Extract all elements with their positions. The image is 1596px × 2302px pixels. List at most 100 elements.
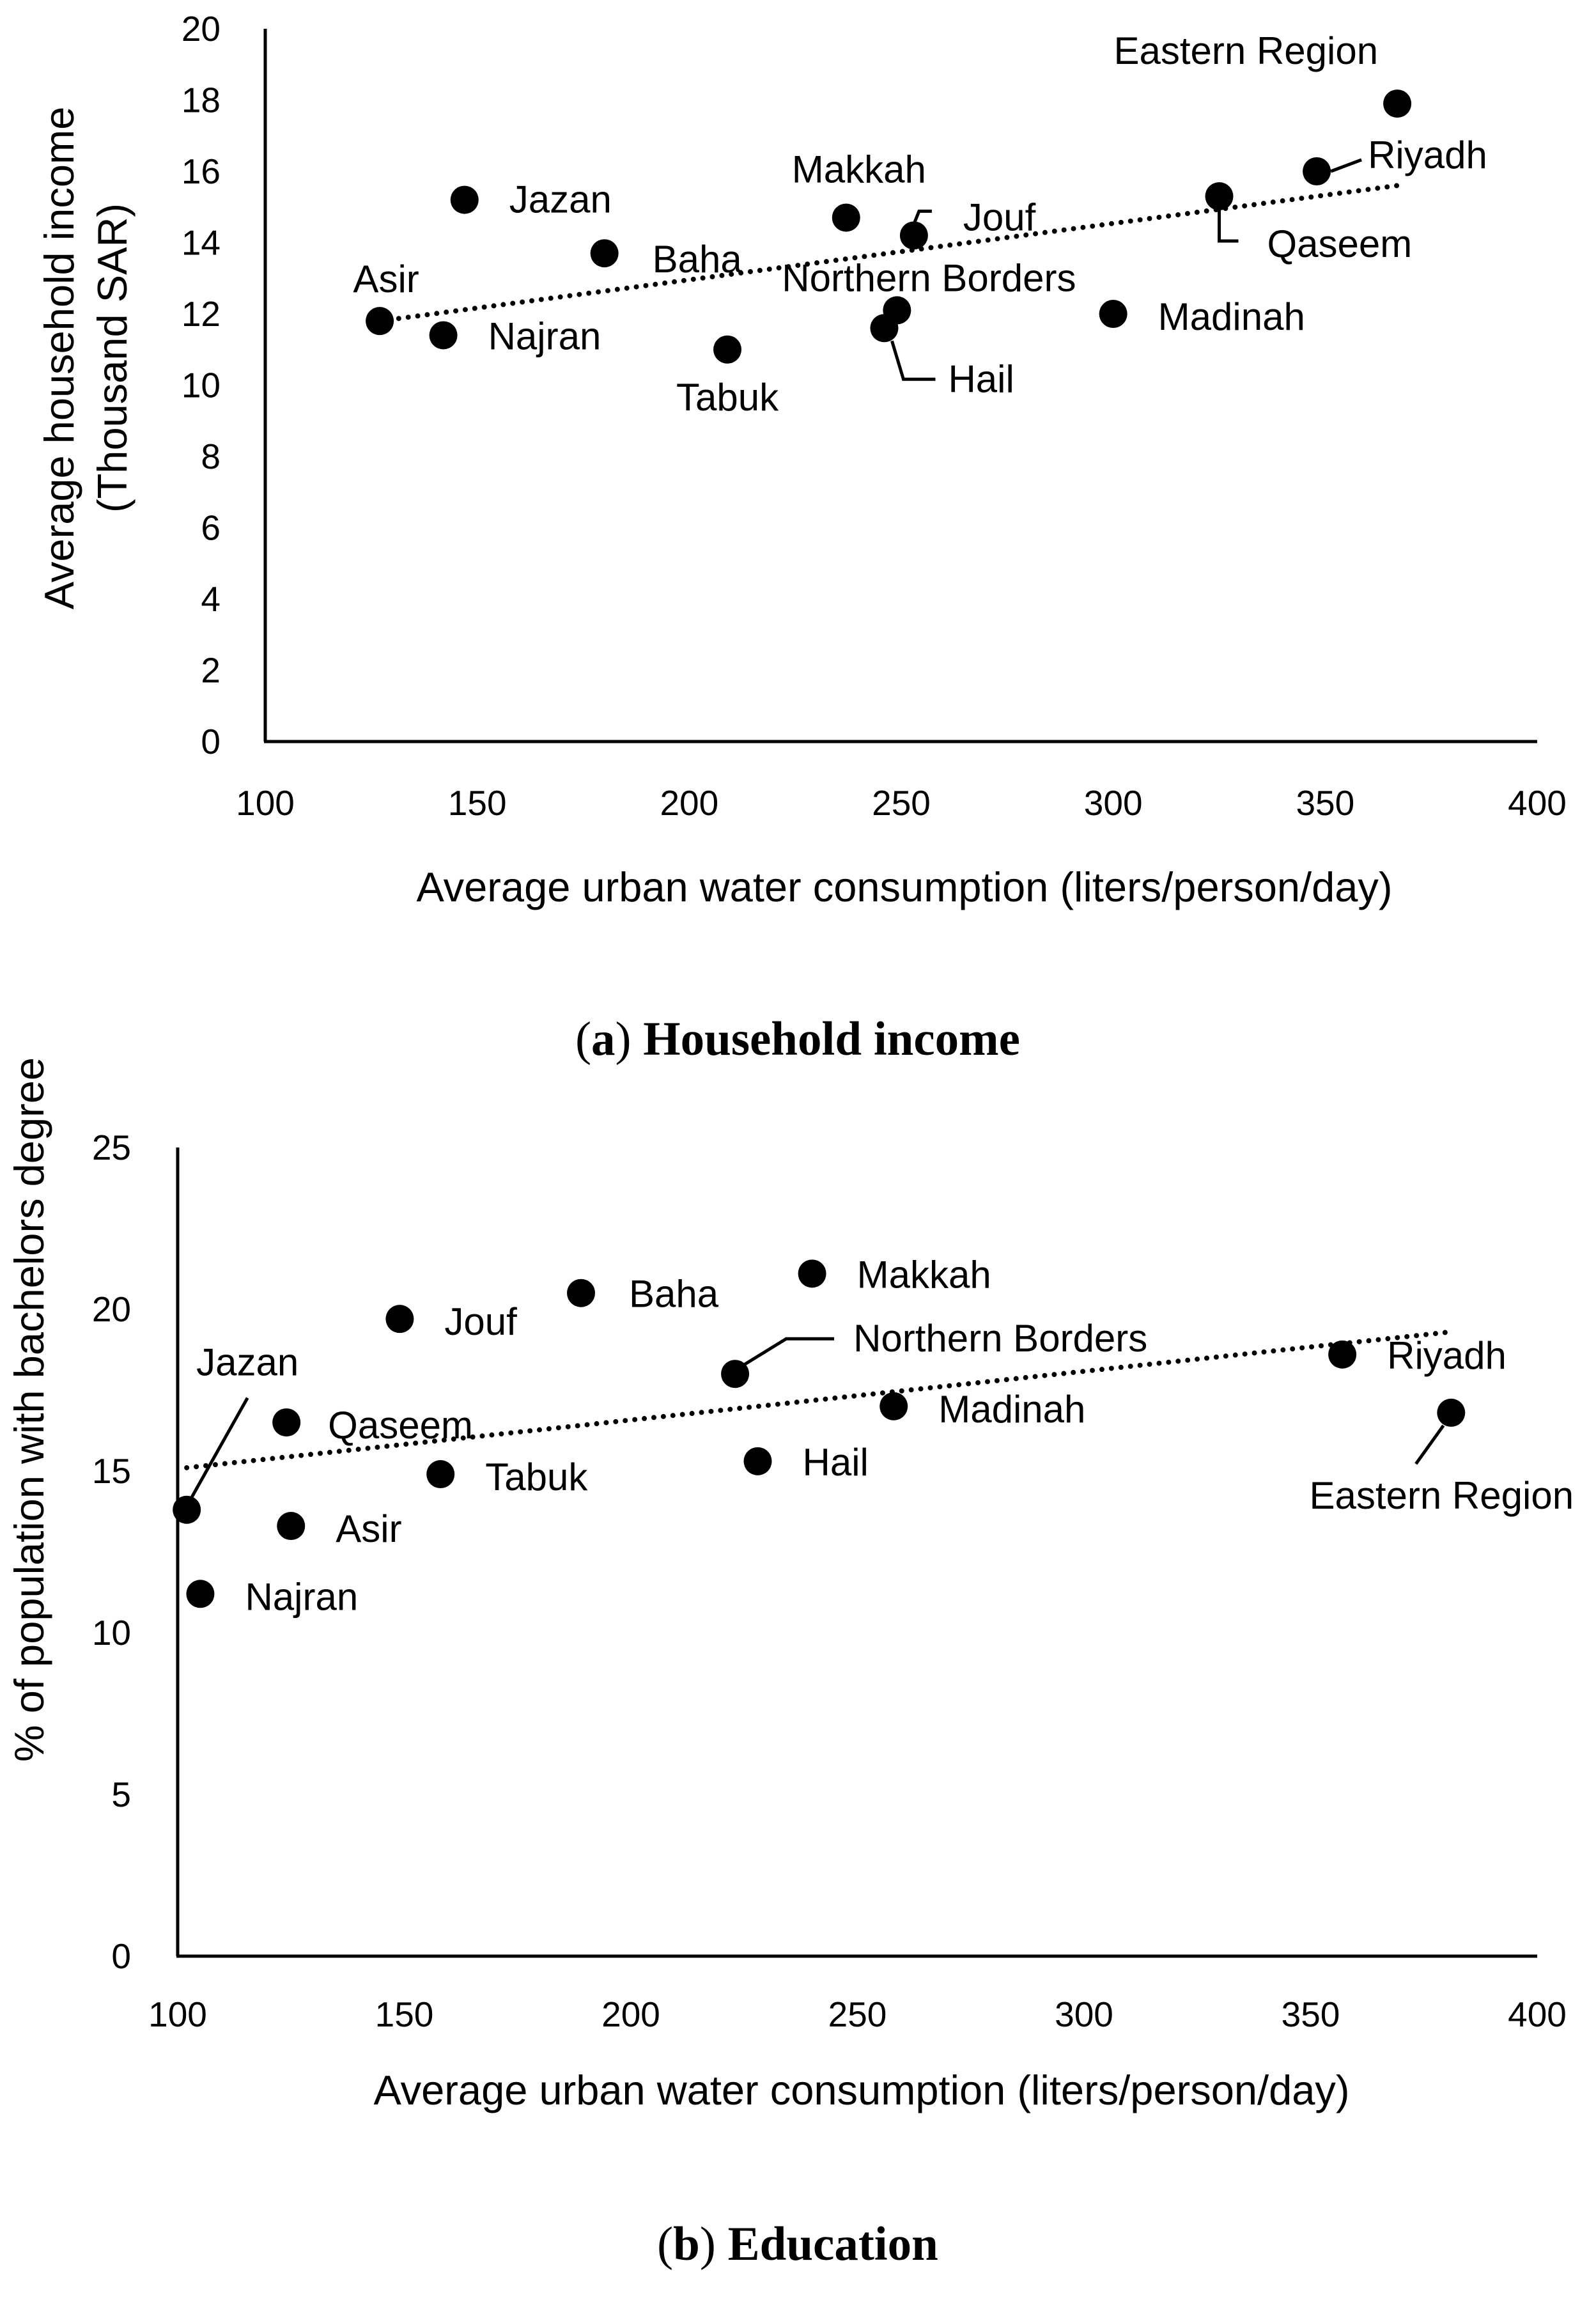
point-label-makkah: Makkah bbox=[857, 1253, 991, 1296]
point-baha bbox=[590, 239, 619, 268]
x-axis-ticks: 100 150 200 250 300 350 400 bbox=[236, 783, 1567, 823]
point-eastern-region bbox=[1383, 89, 1412, 118]
leader-line-jazan bbox=[190, 1397, 249, 1498]
y-tick-label: 25 bbox=[92, 1128, 131, 1167]
caption-b-letter: b bbox=[673, 2218, 700, 2271]
y-tick-label: 5 bbox=[111, 1775, 131, 1814]
point-riyadh bbox=[1328, 1340, 1357, 1369]
axis-lines bbox=[263, 29, 1537, 743]
point-madinah bbox=[1099, 300, 1127, 328]
y-tick-label: 20 bbox=[92, 1289, 131, 1329]
point-makkah bbox=[798, 1259, 826, 1288]
points-group bbox=[366, 89, 1412, 364]
point-label-najran: Najran bbox=[488, 315, 601, 357]
point-asir bbox=[366, 307, 394, 336]
leader-line-hail bbox=[890, 340, 936, 381]
point-tabuk bbox=[713, 335, 742, 364]
point-label-hail: Hail bbox=[948, 357, 1014, 400]
point-labels-group: Makkah Baha Jouf Riyadh Northern Borders Madi… bbox=[190, 1253, 1574, 1618]
point-baha bbox=[567, 1279, 596, 1307]
point-label-hail: Hail bbox=[803, 1441, 869, 1484]
point-najran bbox=[186, 1580, 215, 1608]
point-label-qaseem: Qaseem bbox=[328, 1404, 473, 1447]
caption-b-text: Education bbox=[728, 2218, 938, 2271]
leader-line-eastern-region bbox=[1414, 1424, 1445, 1465]
y-axis-title-line1: Average household income bbox=[36, 107, 82, 610]
point-label-najran: Najran bbox=[245, 1575, 358, 1618]
point-qaseem bbox=[1205, 182, 1234, 211]
y-axis-ticks: 0 2 4 6 8 10 12 14 16 18 20 bbox=[182, 9, 221, 761]
point-label-eastern-region: Eastern Region bbox=[1309, 1474, 1574, 1517]
point-label-eastern-region: Eastern Region bbox=[1114, 29, 1379, 72]
y-tick-label: 10 bbox=[92, 1613, 131, 1653]
point-label-riyadh: Riyadh bbox=[1368, 134, 1487, 176]
point-label-tabuk: Tabuk bbox=[676, 376, 779, 419]
point-jouf bbox=[385, 1305, 414, 1334]
point-label-baha: Baha bbox=[629, 1273, 719, 1316]
point-riyadh bbox=[1303, 157, 1331, 185]
caption-a-letter: a bbox=[591, 1013, 616, 1066]
y-tick-label: 0 bbox=[111, 1936, 131, 1976]
y-tick-label: 15 bbox=[92, 1451, 131, 1491]
x-tick-label: 300 bbox=[1055, 1995, 1113, 2034]
point-label-jouf: Jouf bbox=[444, 1300, 517, 1343]
point-hail bbox=[870, 314, 899, 343]
y-axis-title-line2: (Thousand SAR) bbox=[89, 203, 136, 513]
x-tick-label: 400 bbox=[1508, 1995, 1567, 2034]
x-tick-label: 350 bbox=[1282, 1995, 1340, 2034]
x-tick-label: 250 bbox=[872, 783, 931, 823]
education-chart-panel: 0 5 10 15 20 25 100 150 200 250 300 350 400 Makkah B… bbox=[6, 1057, 1574, 2271]
y-tick-label: 14 bbox=[182, 223, 221, 263]
x-tick-label: 300 bbox=[1084, 783, 1143, 823]
points-group bbox=[173, 1259, 1466, 1608]
point-jouf bbox=[899, 221, 928, 250]
point-label-northern-borders: Northern Borders bbox=[782, 256, 1076, 299]
x-axis-ticks: 100 150 200 250 300 350 400 bbox=[148, 1995, 1567, 2034]
y-tick-label: 20 bbox=[182, 9, 221, 49]
point-hail bbox=[743, 1447, 772, 1475]
x-tick-label: 200 bbox=[601, 1995, 660, 2034]
leader-line-northern-borders bbox=[743, 1337, 835, 1366]
y-tick-label: 18 bbox=[182, 81, 221, 120]
point-label-jazan: Jazan bbox=[509, 178, 612, 221]
point-label-tabuk: Tabuk bbox=[485, 1456, 588, 1498]
point-label-madinah: Madinah bbox=[938, 1388, 1085, 1431]
y-tick-label: 6 bbox=[201, 508, 221, 548]
point-eastern-region bbox=[1437, 1398, 1466, 1427]
x-tick-label: 100 bbox=[236, 783, 295, 823]
point-najran bbox=[429, 321, 458, 350]
trendline bbox=[377, 183, 1400, 324]
x-tick-label: 150 bbox=[375, 1995, 434, 2034]
x-tick-label: 350 bbox=[1296, 783, 1354, 823]
y-tick-label: 12 bbox=[182, 294, 221, 334]
point-label-riyadh: Riyadh bbox=[1387, 1334, 1507, 1377]
leader-line-riyadh bbox=[1330, 158, 1362, 173]
point-label-jazan: Jazan bbox=[196, 1341, 298, 1384]
y-tick-label: 16 bbox=[182, 152, 221, 191]
y-tick-label: 2 bbox=[201, 651, 221, 690]
point-qaseem bbox=[272, 1408, 301, 1437]
y-tick-label: 0 bbox=[201, 722, 221, 761]
caption-a: (a) Household income bbox=[575, 1013, 1020, 1066]
caption-a-text: Household income bbox=[643, 1013, 1020, 1066]
point-label-madinah: Madinah bbox=[1158, 295, 1305, 338]
point-madinah bbox=[879, 1392, 908, 1420]
point-asir bbox=[277, 1512, 306, 1541]
x-axis-title: Average urban water consumption (liters/… bbox=[373, 2067, 1349, 2113]
trendline-group bbox=[377, 183, 1400, 324]
point-label-baha: Baha bbox=[653, 238, 743, 281]
x-tick-label: 200 bbox=[660, 783, 718, 823]
point-jazan bbox=[173, 1495, 201, 1524]
caption-b: (b) Education bbox=[657, 2218, 938, 2271]
leader-line-jouf bbox=[912, 209, 932, 225]
y-axis-ticks: 0 5 10 15 20 25 bbox=[92, 1128, 131, 1976]
point-label-asir: Asir bbox=[353, 258, 419, 300]
leader-line-qaseem bbox=[1218, 209, 1239, 243]
point-label-jouf: Jouf bbox=[963, 196, 1036, 238]
y-tick-label: 10 bbox=[182, 366, 221, 405]
x-tick-label: 400 bbox=[1508, 783, 1567, 823]
point-makkah bbox=[832, 203, 860, 232]
x-tick-label: 100 bbox=[148, 1995, 207, 2034]
